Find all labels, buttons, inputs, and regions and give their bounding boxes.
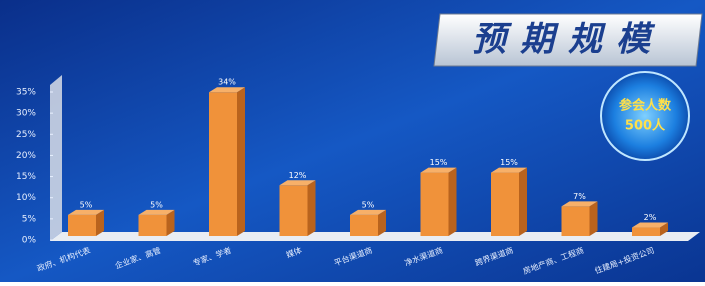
y-tick-label: 0% <box>22 236 37 246</box>
value-label: 15% <box>500 158 518 167</box>
bar <box>632 223 668 236</box>
badge-circle <box>601 72 689 160</box>
y-tick-label: 20% <box>16 151 36 161</box>
value-label: 34% <box>218 78 236 87</box>
badge-value: 500人 <box>625 118 666 134</box>
y-tick-label: 15% <box>16 172 36 182</box>
bar <box>491 168 527 236</box>
value-label: 7% <box>573 192 586 201</box>
bar <box>68 210 104 236</box>
y-tick-label: 30% <box>16 109 36 119</box>
bar-side <box>237 87 245 236</box>
value-label: 2% <box>644 213 657 222</box>
bar <box>562 201 598 236</box>
badge-label: 参会人数 <box>619 98 672 114</box>
bar-side <box>308 180 316 236</box>
chart-title: 预期规模 <box>472 20 664 60</box>
page: {"chart_data": {"type": "bar", "title": … <box>0 0 705 282</box>
value-label: 5% <box>80 200 93 209</box>
value-label: 5% <box>362 200 375 209</box>
badge: 参会人数 500人 <box>601 72 689 160</box>
bar <box>421 168 457 236</box>
bar <box>350 210 386 236</box>
y-tick-label: 35% <box>16 88 36 98</box>
y-tick-label: 25% <box>16 130 36 140</box>
bar-front <box>562 206 590 236</box>
bar-front <box>280 185 308 236</box>
bar-front <box>68 215 96 236</box>
y-tick-label: 5% <box>22 214 37 224</box>
bar-front <box>350 215 378 236</box>
title-box: 预期规模 <box>434 14 702 66</box>
bar-side <box>449 168 457 236</box>
y-tick-label: 10% <box>16 193 36 203</box>
bar-side <box>519 168 527 236</box>
bar <box>280 180 316 236</box>
chart: 预期规模 参会人数 500人 0%5%10%15%20%25%30%35%5%政… <box>0 0 705 282</box>
value-label: 12% <box>289 171 307 180</box>
bar-front <box>632 228 660 236</box>
bar-side <box>590 201 598 236</box>
bar <box>139 210 175 236</box>
bar <box>209 87 245 236</box>
bar-front <box>209 92 237 236</box>
value-label: 5% <box>150 200 163 209</box>
value-label: 15% <box>430 158 448 167</box>
bar-front <box>491 173 519 236</box>
bar-front <box>139 215 167 236</box>
bar-front <box>421 173 449 236</box>
back-wall <box>50 75 62 241</box>
